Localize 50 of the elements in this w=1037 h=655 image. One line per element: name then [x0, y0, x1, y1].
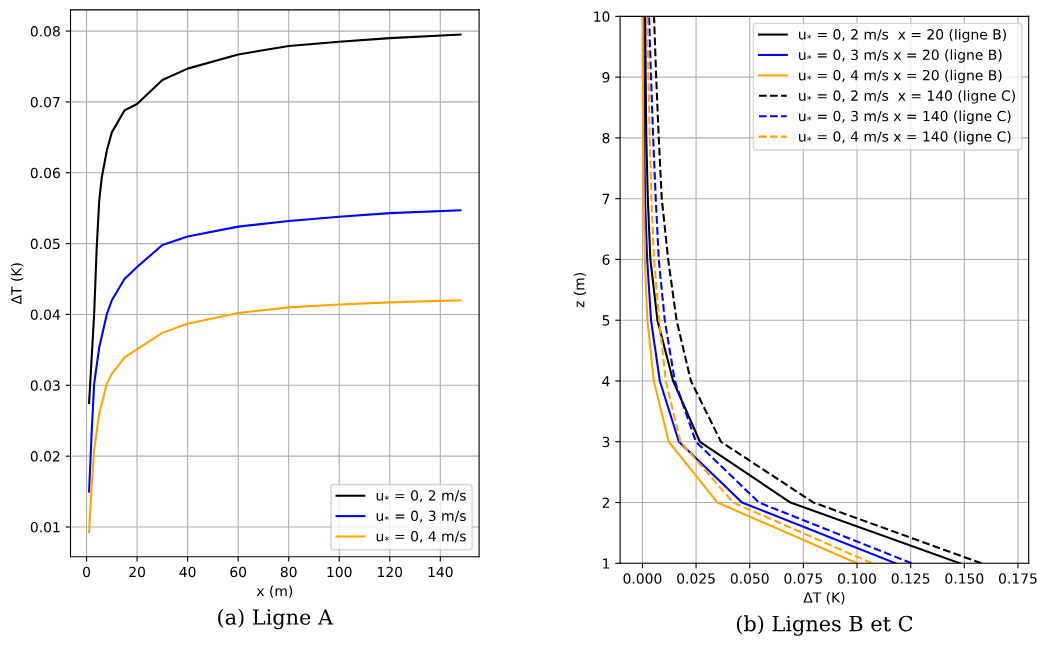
x-tick-label: 0.075: [784, 573, 823, 584]
y-tick-label: 0.04: [30, 309, 61, 320]
x-tick-label: 40: [179, 566, 196, 578]
x-tick-label: 80: [280, 566, 297, 578]
y-tick-label: 0.02: [30, 451, 60, 462]
x-tick-label: 20: [129, 566, 146, 578]
x-tick-label: 60: [230, 566, 247, 578]
y-tick-label: 10: [594, 11, 610, 22]
x-tick-label: 0.025: [677, 573, 715, 584]
text: (b) Lignes B et C: [736, 615, 913, 636]
x-tick-label: 0.175: [999, 573, 1037, 584]
legend-label: u$_{*}$ = 0, 4 m/s x = 20 (ligne B): [799, 69, 1002, 84]
y-tick-label: 3: [602, 436, 610, 448]
x-tick-label: 100: [327, 566, 352, 578]
y-tick-label: 6: [602, 254, 610, 265]
y-tick-label: 9: [602, 72, 610, 83]
legend-label: u$_{*}$ = 0, 2 m/s x = 20 (ligne B): [799, 28, 1006, 43]
x-tick-label: 0.150: [945, 573, 984, 584]
y-tick-label: 4: [602, 376, 610, 387]
y-tick-label: 8: [602, 132, 610, 144]
x-tick-label: 0.000: [623, 573, 662, 584]
x-axis-title: x (m): [256, 585, 293, 598]
x-tick-label: 0.050: [730, 573, 769, 584]
legend-label: u$_{*}$ = 0, 3 m/s x = 140 (ligne C): [799, 110, 1011, 124]
y-tick-label: 0.03: [30, 380, 60, 391]
y-tick-label: 0.05: [30, 238, 60, 250]
y-tick-label: 0.01: [30, 521, 60, 533]
y-tick-label: 0.06: [30, 167, 60, 179]
legend-label: u$_{*}$ = 0, 3 m/s x = 20 (ligne B): [799, 49, 1002, 63]
legend-label: u$_{*}$ = 0, 3 m/s: [376, 510, 466, 523]
line-series: [88, 33, 462, 405]
y-tick-label: 1: [603, 558, 610, 569]
y-tick-label: 2: [602, 497, 610, 508]
x-tick-label: 0: [83, 566, 91, 578]
x-tick-label: 140: [428, 566, 453, 578]
legend-label: u$_{*}$ = 0, 4 m/s: [376, 530, 466, 543]
y-tick-label: 0.07: [30, 96, 60, 108]
legend-label: u$_{*}$ = 0, 2 m/s: [376, 490, 466, 503]
legend-label: u$_{*}$ = 0, 2 m/s x = 140 (ligne C): [799, 90, 1015, 104]
x-tick-label: 0.125: [891, 573, 930, 584]
x-tick-label: 120: [378, 566, 403, 578]
y-axis-title: z (m): [573, 272, 587, 308]
y-tick-label: 5: [602, 315, 610, 326]
x-tick-label: 0.100: [838, 573, 876, 584]
y-tick-label: 7: [602, 193, 610, 204]
y-tick-label: 0.08: [30, 26, 60, 37]
legend-label: u$_{*}$ = 0, 4 m/s x = 140 (ligne C): [799, 130, 1011, 145]
text: (a) Ligne A: [218, 608, 334, 630]
x-axis-title: ΔT (K): [803, 592, 845, 605]
y-axis-title: ΔT (K): [10, 263, 24, 305]
